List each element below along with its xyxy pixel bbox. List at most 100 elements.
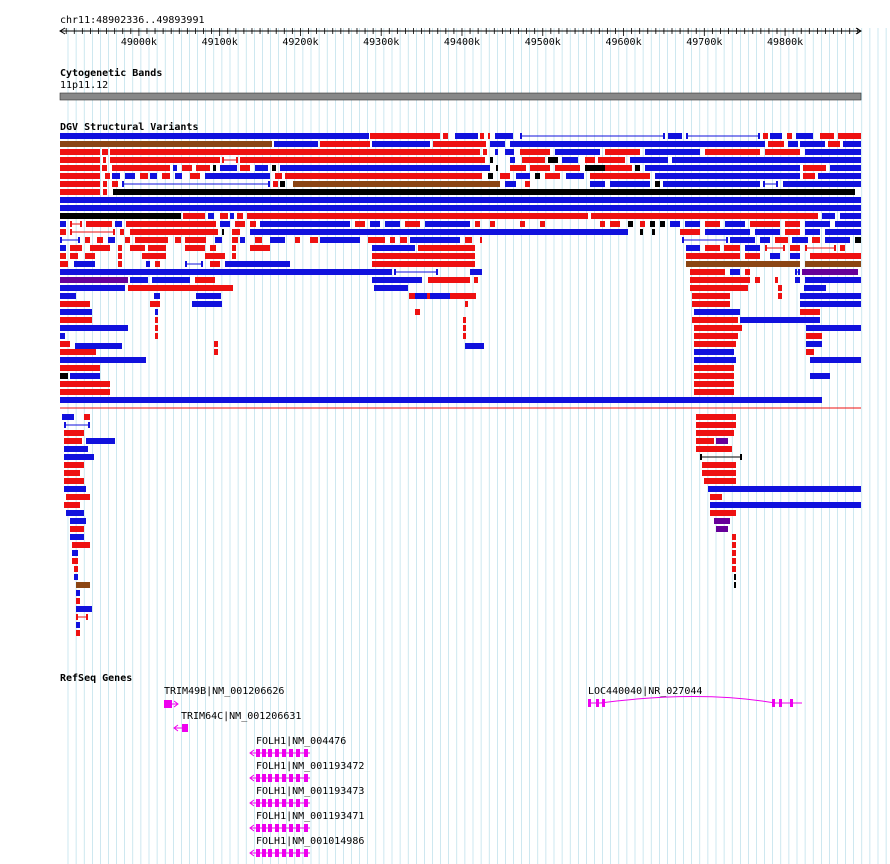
variant-bar — [755, 277, 760, 283]
variant-bar — [60, 165, 100, 171]
gene-label[interactable]: FOLH1|NM_001193471 — [256, 811, 365, 822]
variant-bar — [804, 285, 826, 291]
variant-end — [70, 229, 72, 235]
gene-label[interactable]: FOLH1|NM_001193473 — [256, 786, 365, 797]
variant-bar — [670, 221, 680, 227]
variant-bar — [400, 237, 407, 243]
ruler-tick-label: 49600k — [605, 37, 641, 48]
variant-bar — [705, 221, 720, 227]
gene-model-strand-arrow-icon — [249, 849, 255, 857]
variant-bar — [372, 277, 422, 283]
variant-bar — [702, 462, 736, 468]
variant-bar — [730, 237, 755, 243]
variant-bar — [260, 221, 350, 227]
variant-bar — [112, 165, 170, 171]
variant-bar — [652, 229, 655, 235]
gene-model-exon — [289, 799, 293, 807]
variant-bar — [655, 173, 800, 179]
variant-bar — [250, 229, 628, 235]
variant-bar — [734, 582, 736, 588]
gene-model-exon — [282, 749, 286, 757]
variant-bar — [110, 149, 480, 155]
variant-bar — [115, 221, 122, 227]
variant-bar — [255, 237, 262, 243]
gene-label[interactable]: FOLH1|NM_001193472 — [256, 761, 365, 772]
gene-model-intron — [599, 696, 776, 704]
variant-bar — [488, 133, 490, 139]
variant-bar — [210, 261, 220, 267]
gene-label[interactable]: LOC440040|NR_027044 — [588, 686, 703, 697]
gene-model-strand-arrow-icon — [173, 724, 179, 732]
gene-model-exon — [275, 774, 279, 782]
gene-label[interactable]: TRIM64C|NM_001206631 — [181, 711, 302, 722]
gene-label[interactable]: FOLH1|NM_001014986 — [256, 836, 365, 847]
ruler-tick-label: 49800k — [767, 37, 803, 48]
variant-bar — [150, 173, 157, 179]
locus-label: chr11:48902336..49893991 — [60, 15, 205, 26]
variant-bar — [696, 438, 714, 444]
variant-bar — [293, 181, 500, 187]
variant-bar — [694, 333, 738, 339]
variant-bar — [60, 157, 100, 163]
gene-label[interactable]: FOLH1|NM_004476 — [256, 736, 347, 747]
variant-bar — [285, 173, 482, 179]
variant-bar — [270, 237, 285, 243]
gene-model-exon — [256, 849, 260, 857]
variant-bar — [190, 173, 200, 179]
variant-bar — [76, 606, 92, 612]
variant-bar — [530, 165, 550, 171]
variant-bar — [372, 253, 475, 259]
variant-bar — [368, 237, 385, 243]
variant-bar — [840, 213, 861, 219]
variant-bar — [805, 277, 861, 283]
variant-bar — [130, 245, 145, 251]
variant-bar — [250, 221, 256, 227]
variant-bar — [710, 502, 861, 508]
variant-bar — [562, 157, 578, 163]
variant-bar — [118, 245, 122, 251]
variant-end — [86, 614, 88, 620]
variant-bar — [135, 237, 168, 243]
variant-bar — [182, 165, 192, 171]
variant-bar — [566, 173, 584, 179]
gene-model-exon — [304, 824, 308, 832]
variant-end — [88, 422, 90, 428]
variant-bar — [76, 590, 80, 596]
variant-bar — [215, 237, 222, 243]
variant-end — [436, 269, 438, 275]
variant-bar — [483, 149, 487, 155]
variant-bar — [112, 181, 118, 187]
variant-bar — [110, 157, 220, 163]
gene-model-exon — [262, 774, 266, 782]
variant-bar — [516, 173, 530, 179]
variant-bar — [668, 133, 682, 139]
variant-bar — [694, 349, 734, 355]
variant-bar — [796, 133, 813, 139]
variant-bar — [60, 389, 110, 395]
gene-model-exon — [282, 849, 286, 857]
variant-bar — [696, 430, 734, 436]
variant-end — [201, 261, 203, 267]
variant-bar — [535, 173, 540, 179]
variant-bar — [372, 261, 475, 267]
variant-bar — [60, 357, 146, 363]
variant-bar — [60, 261, 68, 267]
variant-bar — [490, 141, 505, 147]
gene-model-exon — [256, 799, 260, 807]
variant-bar — [694, 357, 736, 363]
variant-end — [80, 221, 82, 227]
variant-bar — [770, 133, 782, 139]
gene-label[interactable]: TRIM49B|NM_001206626 — [164, 686, 285, 697]
variant-bar — [60, 325, 128, 331]
variant-bar — [66, 494, 90, 500]
variant-bar — [415, 309, 420, 315]
variant-bar — [60, 333, 65, 339]
variant-bar — [97, 237, 103, 243]
refseq-track-title: RefSeq Genes — [60, 673, 133, 684]
variant-bar — [810, 373, 830, 379]
variant-bar — [85, 253, 95, 259]
